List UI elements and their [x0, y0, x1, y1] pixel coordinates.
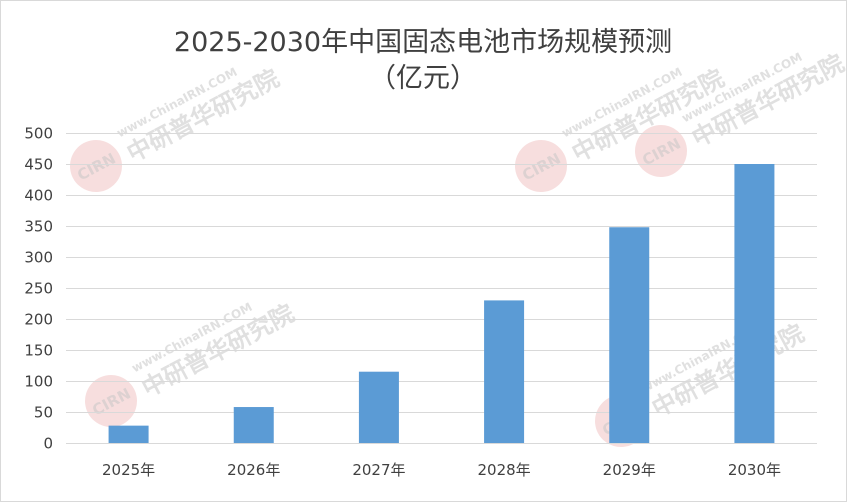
- x-tick-label: 2029年: [603, 461, 656, 479]
- y-tick-label: 500: [24, 125, 53, 143]
- x-tick-label: 2027年: [352, 461, 405, 479]
- bar: [233, 407, 274, 443]
- y-tick-label: 450: [24, 156, 53, 174]
- bar: [484, 300, 525, 443]
- y-axis: 0 50 100 150 200 250 300 350 400 450 500: [24, 125, 53, 453]
- bar: [734, 164, 775, 443]
- x-tick-label: 2025年: [102, 461, 155, 479]
- y-tick-label: 50: [34, 404, 53, 422]
- chart-title: 2025-2030年中国固态电池市场规模预测: [174, 27, 672, 58]
- watermark-logo-icon: [515, 140, 567, 192]
- bar: [108, 425, 149, 443]
- y-tick-label: 300: [24, 249, 53, 267]
- bar: [358, 371, 399, 443]
- y-tick-label: 200: [24, 311, 53, 329]
- x-axis: 2025年 2026年 2027年 2028年 2029年 2030年: [102, 461, 781, 479]
- y-tick-label: 250: [24, 280, 53, 298]
- x-tick-label: 2028年: [477, 461, 530, 479]
- x-tick-label: 2030年: [728, 461, 781, 479]
- x-tick-label: 2026年: [227, 461, 280, 479]
- y-tick-label: 400: [24, 187, 53, 205]
- y-tick-label: 350: [24, 218, 53, 236]
- bar: [609, 227, 650, 443]
- gridlines: [66, 133, 817, 444]
- watermark-logo-icon: [85, 375, 137, 427]
- chart-subtitle: （亿元）: [369, 63, 477, 94]
- bars: [108, 164, 775, 443]
- y-tick-label: 150: [24, 342, 53, 360]
- watermark-logo-icon: [70, 140, 122, 192]
- y-tick-label: 100: [24, 373, 53, 391]
- y-tick-label: 0: [43, 435, 53, 453]
